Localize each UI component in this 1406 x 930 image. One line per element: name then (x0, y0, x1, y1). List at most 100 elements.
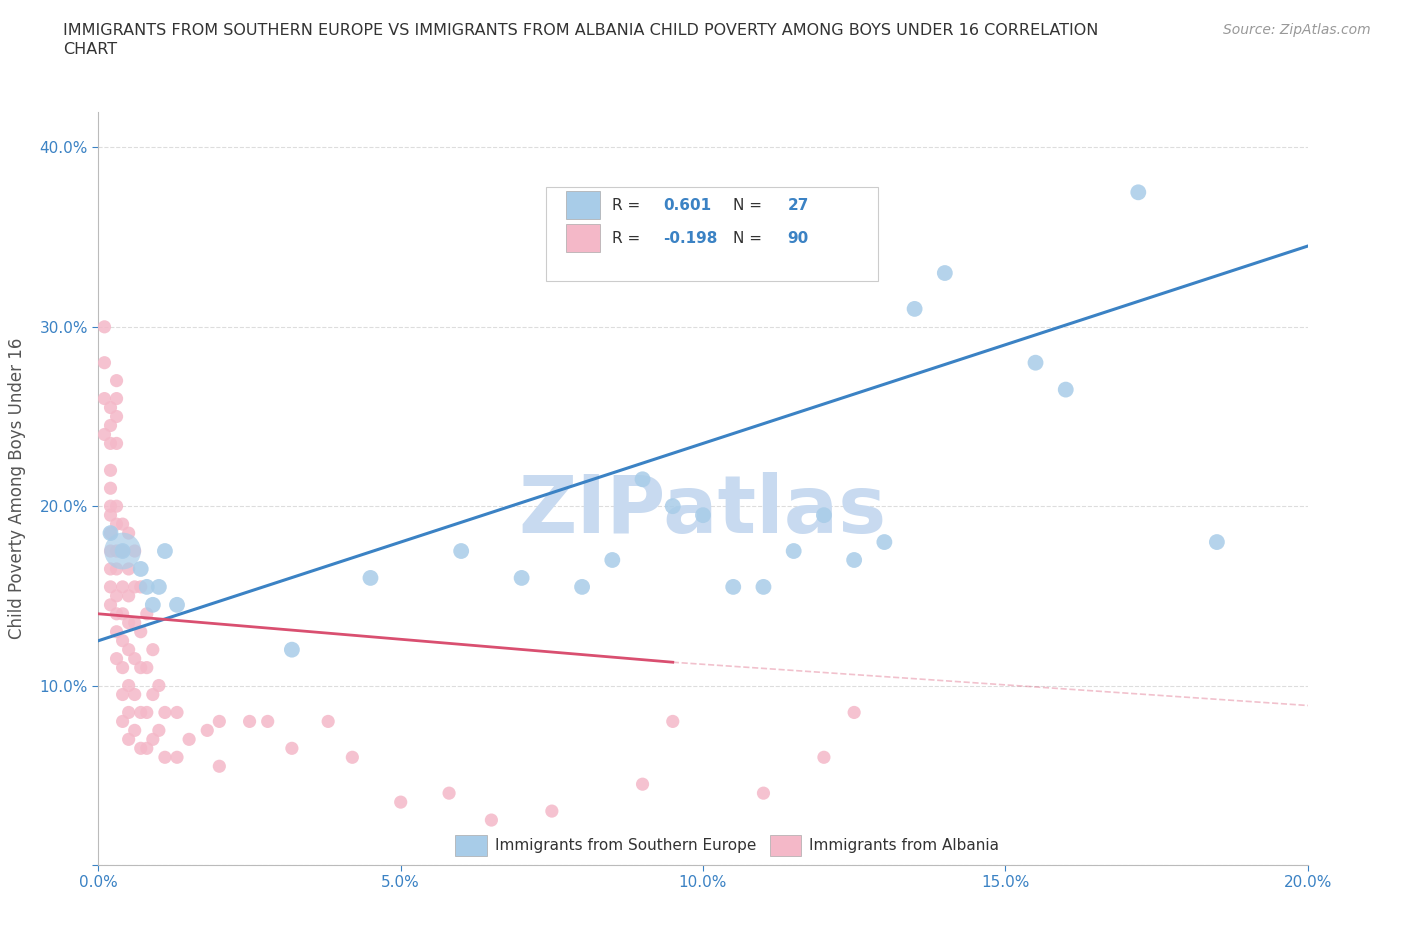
Point (105, 498, 128, 513)
Point (208, 759, 231, 774)
Point (129, 741, 152, 756)
Point (124, 723, 146, 737)
Point (904, 301, 927, 316)
Text: CHART: CHART (63, 42, 117, 57)
Point (111, 606, 134, 621)
Point (129, 705, 152, 720)
Point (135, 579, 157, 594)
Y-axis label: Child Poverty Among Boys Under 16: Child Poverty Among Boys Under 16 (7, 338, 25, 639)
Text: 90: 90 (787, 231, 808, 246)
Point (100, 597, 122, 612)
Point (481, 813, 503, 828)
Text: ZIPatlas: ZIPatlas (519, 472, 887, 550)
Point (93, 392, 115, 406)
Point (129, 660, 152, 675)
Point (100, 543, 122, 558)
Point (118, 616, 141, 631)
Point (142, 643, 165, 658)
Point (111, 687, 134, 702)
Point (166, 705, 188, 720)
Point (105, 543, 128, 558)
Point (844, 552, 866, 567)
Point (100, 562, 122, 577)
Point (105, 373, 128, 388)
Point (111, 543, 134, 558)
Point (124, 651, 146, 666)
Point (148, 723, 170, 737)
FancyBboxPatch shape (567, 224, 600, 252)
Point (93, 355, 115, 370)
Point (100, 498, 122, 513)
Point (105, 562, 128, 577)
Point (111, 633, 134, 648)
Point (118, 732, 141, 747)
FancyBboxPatch shape (769, 835, 801, 856)
Point (111, 517, 134, 532)
FancyBboxPatch shape (567, 191, 600, 219)
Point (631, 777, 654, 791)
Point (389, 794, 412, 809)
Point (153, 705, 176, 720)
Point (100, 436, 122, 451)
Point (111, 660, 134, 675)
Text: 27: 27 (787, 197, 808, 213)
Text: N =: N = (734, 231, 768, 246)
Point (148, 579, 170, 594)
Point (105, 624, 128, 639)
Point (118, 589, 141, 604)
Point (723, 579, 745, 594)
Point (661, 498, 683, 513)
Point (142, 732, 165, 747)
Point (281, 741, 304, 756)
Text: Source: ZipAtlas.com: Source: ZipAtlas.com (1223, 23, 1371, 37)
Point (100, 525, 122, 540)
Point (100, 481, 122, 496)
Point (105, 589, 128, 604)
Point (692, 508, 714, 523)
Point (631, 472, 654, 486)
Point (93, 319, 115, 334)
Point (111, 579, 134, 594)
Text: -0.198: -0.198 (664, 231, 717, 246)
Point (256, 714, 278, 729)
Point (105, 606, 128, 621)
FancyBboxPatch shape (546, 187, 879, 281)
Point (118, 525, 141, 540)
Point (105, 517, 128, 532)
Point (179, 732, 201, 747)
Point (111, 543, 134, 558)
Point (873, 535, 896, 550)
Point (208, 714, 231, 729)
Point (118, 562, 141, 577)
FancyBboxPatch shape (456, 835, 486, 856)
Point (118, 643, 141, 658)
Point (813, 508, 835, 523)
Point (124, 687, 146, 702)
Point (510, 570, 533, 585)
Point (100, 418, 122, 433)
Point (166, 750, 188, 764)
Point (100, 525, 122, 540)
Point (142, 687, 165, 702)
Point (281, 643, 304, 658)
Point (129, 624, 152, 639)
Point (1128, 185, 1150, 200)
Point (135, 741, 157, 756)
Point (135, 705, 157, 720)
Point (602, 552, 624, 567)
Point (239, 714, 262, 729)
Point (752, 786, 775, 801)
Text: R =: R = (613, 231, 645, 246)
Point (100, 508, 122, 523)
Point (100, 579, 122, 594)
Point (934, 266, 956, 281)
Point (129, 579, 152, 594)
Point (111, 714, 134, 729)
Point (1054, 382, 1077, 397)
Text: Immigrants from Albania: Immigrants from Albania (810, 838, 1000, 853)
Point (105, 409, 128, 424)
Point (105, 436, 128, 451)
Text: 0.601: 0.601 (664, 197, 711, 213)
Point (100, 400, 122, 415)
Point (93, 427, 115, 442)
